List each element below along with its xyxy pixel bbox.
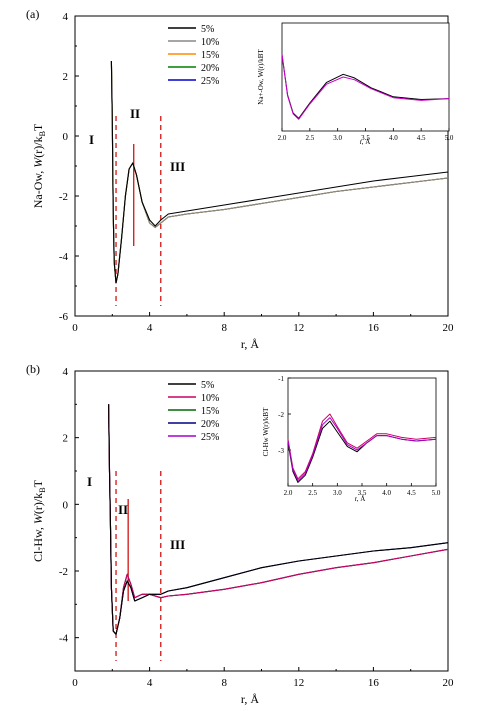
legend-entry: 25%	[201, 76, 219, 87]
y-tick-label: -4	[59, 633, 69, 645]
x-tick-label: 0	[72, 677, 78, 689]
panel-b-region-2: II	[118, 502, 128, 517]
legend-entry: 15%	[201, 406, 219, 417]
panel-a-xlabel: r, Å	[241, 337, 260, 351]
x-tick-label: 20	[443, 677, 455, 689]
x-tick-label: 16	[368, 322, 380, 334]
y-tick-label: 4	[63, 11, 69, 23]
y-tick-label: -4	[59, 251, 69, 263]
inset-x-tick-label: 4.5	[417, 134, 426, 142]
inset-x-tick-label: 5.0	[445, 134, 454, 142]
x-tick-label: 4	[147, 322, 153, 334]
inset-x-tick-label: 4.5	[407, 489, 416, 497]
inset-series-line-10%	[287, 413, 437, 480]
panel-a-inset: 2.0 2.5 3.0 3.5 4.0 4.5 5.0 r, Å Na+-Ow, W(r)/…	[257, 22, 454, 146]
legend-entry: 15%	[201, 50, 219, 61]
panel-b-inset-xlabel: r, Å	[355, 495, 366, 503]
y-tick-label: -2	[59, 191, 68, 203]
panel-a-label: (a)	[26, 7, 39, 21]
inset-series-line-25%	[287, 417, 437, 482]
x-tick-label: 12	[293, 322, 304, 334]
x-tick-label: 8	[221, 677, 227, 689]
legend-entry: 5%	[201, 380, 214, 391]
inset-y-tick-label: -1	[278, 375, 284, 383]
inset-x-tick-label: 2.5	[308, 489, 317, 497]
panel-b-xlabel: r, Å	[241, 692, 260, 706]
x-tick-label: 4	[147, 677, 153, 689]
panel-b-inset: 2.0 2.5 3.0 3.5 4.0 4.5 5.0 -1 -2 -3 r, Å Cl-Hw …	[262, 375, 441, 503]
inset-x-tick-label: 3.0	[333, 134, 342, 142]
panel-b-region-1: I	[87, 474, 92, 489]
x-tick-label: 12	[293, 677, 304, 689]
y-tick-label: 4	[63, 366, 69, 378]
y-tick-label: 0	[63, 131, 69, 143]
panel-a-legend: 5% 10% 15% 20% 25%	[168, 24, 219, 87]
legend-entry: 25%	[201, 432, 219, 443]
y-tick-label: 0	[63, 499, 69, 511]
y-tick-label: 2	[63, 71, 69, 83]
inset-x-tick-label: 5.0	[432, 489, 441, 497]
legend-entry: 5%	[201, 24, 214, 35]
legend-entry: 20%	[201, 63, 219, 74]
series-line-5%	[108, 404, 449, 635]
inset-series-line-25%	[281, 54, 450, 120]
x-tick-label: 16	[368, 677, 380, 689]
panel-a-inset-xlabel: r, Å	[360, 138, 371, 146]
panel-a-inset-frame	[281, 22, 450, 132]
panel-a-inset-ylabel: Na+-Ow, W(r)/kBT	[257, 49, 265, 105]
panel-b-region-3: III	[170, 537, 185, 552]
panel-a-region-2: II	[130, 106, 140, 121]
inset-x-tick-label: 3.0	[333, 489, 342, 497]
x-tick-label: 20	[443, 322, 455, 334]
inset-y-tick-label: -3	[278, 447, 284, 455]
panel-b-inset-ylabel: Cl-Hw W(r)/kBT	[262, 407, 270, 456]
panel-b-inset-frame	[287, 377, 437, 487]
inset-x-tick-label: 3.5	[361, 134, 370, 142]
panel-b-legend: 5% 10% 15% 20% 25%	[168, 380, 219, 443]
inset-x-tick-label: 3.5	[358, 489, 367, 497]
legend-entry: 10%	[201, 393, 219, 404]
panel-a-region-1: I	[89, 132, 94, 147]
panel-b-ylabel: Cl-Hw, W(r)/kBT	[31, 479, 47, 562]
inset-x-tick-label: 4.0	[389, 134, 398, 142]
y-tick-label: 2	[63, 433, 69, 445]
panel-a-region-3: III	[170, 159, 185, 174]
y-tick-label: -2	[59, 566, 68, 578]
legend-entry: 10%	[201, 37, 219, 48]
inset-x-tick-label: 2.0	[278, 134, 287, 142]
x-tick-label: 8	[221, 322, 227, 334]
x-tick-label: 0	[72, 322, 78, 334]
series-line-5%	[110, 60, 449, 284]
panel-b: (b) 0 4 8 12 16 20 -4 -2 0 2 4 r, Å Cl-Hw, W(r)/k…	[26, 362, 454, 706]
panel-a-ylabel: Na-Ow, W(r)/kBT	[31, 123, 47, 208]
panel-b-label: (b)	[26, 362, 40, 376]
inset-x-tick-label: 4.0	[382, 489, 391, 497]
legend-entry: 20%	[201, 419, 219, 430]
inset-x-tick-label: 2.0	[284, 489, 293, 497]
inset-x-tick-label: 2.5	[305, 134, 314, 142]
panel-a: (a) 0 4 8 12 16 20 -6 -4 -2 0 2 4 r, Å Na-Ow, W(r)…	[26, 7, 454, 351]
y-tick-label: -6	[59, 311, 69, 323]
inset-y-tick-label: -2	[278, 411, 284, 419]
